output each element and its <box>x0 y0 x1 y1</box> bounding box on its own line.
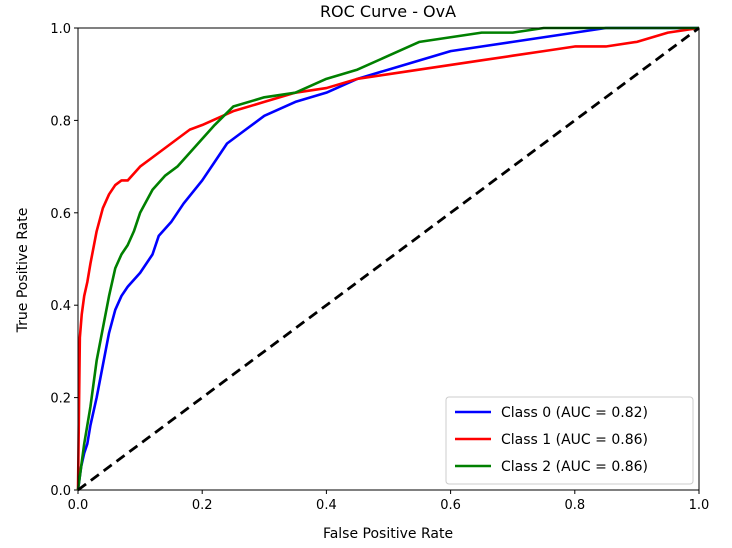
series-line-class-1 <box>76 26 700 491</box>
legend-label-class-1: Class 1 (AUC = 0.86) <box>501 432 648 448</box>
y-axis-label: True Positive Rate <box>15 208 31 334</box>
y-tick-label: 0.8 <box>50 114 71 129</box>
legend: Class 0 (AUC = 0.82) Class 1 (AUC = 0.86)… <box>445 396 694 485</box>
x-tick-label: 0.6 <box>440 498 461 513</box>
chart-title: ROC Curve - OvA <box>320 2 456 21</box>
x-tick-label: 0.0 <box>68 498 89 513</box>
x-tick-label: 0.2 <box>192 498 213 513</box>
reference-diagonal-line <box>77 26 700 492</box>
legend-box <box>445 396 694 485</box>
x-tick-label: 0.4 <box>316 498 337 513</box>
axes-frame <box>77 27 700 491</box>
series-line-class-0 <box>76 26 699 491</box>
y-tick-label: 0.2 <box>50 392 71 407</box>
y-tick-label: 0.4 <box>50 299 71 314</box>
legend-label-class-2: Class 2 (AUC = 0.86) <box>501 459 648 475</box>
x-axis-label: False Positive Rate <box>323 526 453 542</box>
series-line-class-2 <box>76 26 699 491</box>
plot-area: 0.0 0.2 0.4 0.6 0.8 1.0 0.0 0.2 0.4 0.6 0.8 1.0 <box>50 22 709 513</box>
y-tick-label: 1.0 <box>50 22 71 37</box>
y-tick-label: 0.0 <box>50 484 71 499</box>
legend-label-class-0: Class 0 (AUC = 0.82) <box>501 405 648 421</box>
x-tick-label: 1.0 <box>689 498 710 513</box>
y-tick-label: 0.6 <box>50 207 71 222</box>
x-tick-label: 0.8 <box>564 498 585 513</box>
